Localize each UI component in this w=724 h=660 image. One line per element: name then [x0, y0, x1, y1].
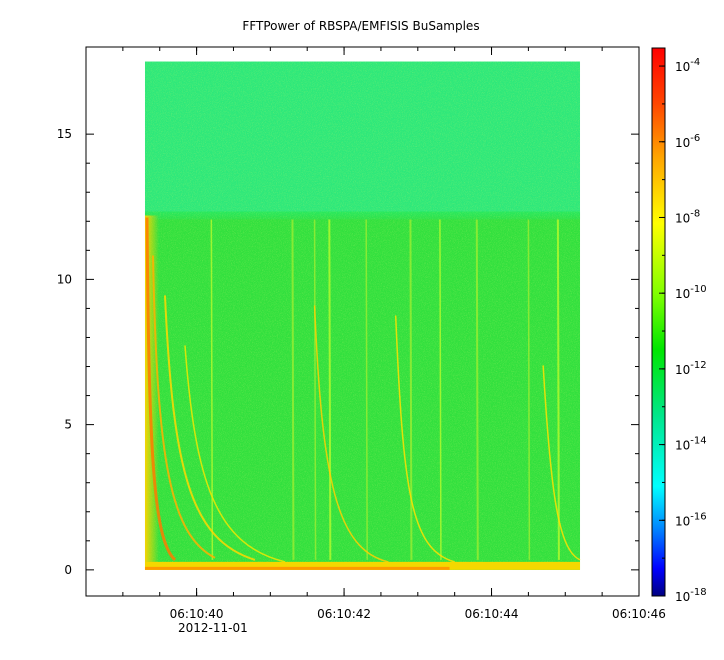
spectral-streak — [291, 219, 295, 560]
low-frequency-peak — [144, 566, 450, 570]
colorbar-tick-label: 10-14 — [675, 436, 707, 453]
spectral-streak — [328, 219, 332, 560]
spectral-streak — [365, 219, 368, 560]
spectral-streak — [409, 219, 413, 560]
y-tick-label: 5 — [64, 418, 72, 432]
colorbar-ticks: 10-4 10-6 10-8 10-10 10-12 10-14 10-16 10-18 — [659, 57, 707, 604]
y-tick-label: 10 — [57, 272, 72, 286]
spectral-streak — [556, 219, 560, 560]
x-axis: 06:10:40 06:10:42 06:10:44 06:10:46 — [85, 47, 666, 621]
colorbar — [651, 47, 666, 597]
dispersion-curve — [145, 217, 177, 561]
colorbar-tick-label: 10-4 — [675, 57, 700, 74]
dispersion-curve — [184, 345, 286, 563]
y-tick-label: 15 — [57, 127, 72, 141]
dispersion-curve — [151, 255, 216, 559]
colorbar-tick-label: 10-12 — [675, 360, 707, 377]
noise-texture — [144, 61, 581, 570]
spectral-streak — [313, 219, 317, 560]
colorbar-tick-label: 10-6 — [675, 133, 700, 150]
x-tick-label: 06:10:46 — [612, 607, 666, 621]
low-frequency-band — [144, 561, 581, 570]
colorbar-tick-label: 10-16 — [675, 511, 707, 528]
dispersion-curve — [542, 365, 581, 561]
x-axis-date-label: 2012-11-01 — [178, 621, 248, 635]
spectral-streak — [475, 219, 479, 560]
x-tick-label: 06:10:42 — [317, 607, 371, 621]
colorbar-tick-label: 10-10 — [675, 284, 707, 301]
y-tick-label: 0 — [64, 563, 72, 577]
x-tick-label: 06:10:40 — [170, 607, 224, 621]
spectral-streak — [439, 219, 442, 560]
dispersion-curve — [163, 295, 256, 561]
y-axis: 0 5 10 15 — [57, 127, 639, 577]
colorbar-tick-label: 10-8 — [675, 208, 700, 225]
x-tick-label: 06:10:44 — [465, 607, 519, 621]
spectral-streak — [527, 219, 531, 560]
chart-title: FFTPower of RBSPA/EMFISIS BuSamples — [242, 19, 479, 33]
dispersion-curve — [313, 305, 389, 563]
dispersion-curve — [394, 315, 455, 563]
colorbar-tick-label: 10-18 — [675, 587, 707, 604]
spectral-streak — [210, 219, 214, 560]
spectrogram-image — [144, 61, 581, 570]
